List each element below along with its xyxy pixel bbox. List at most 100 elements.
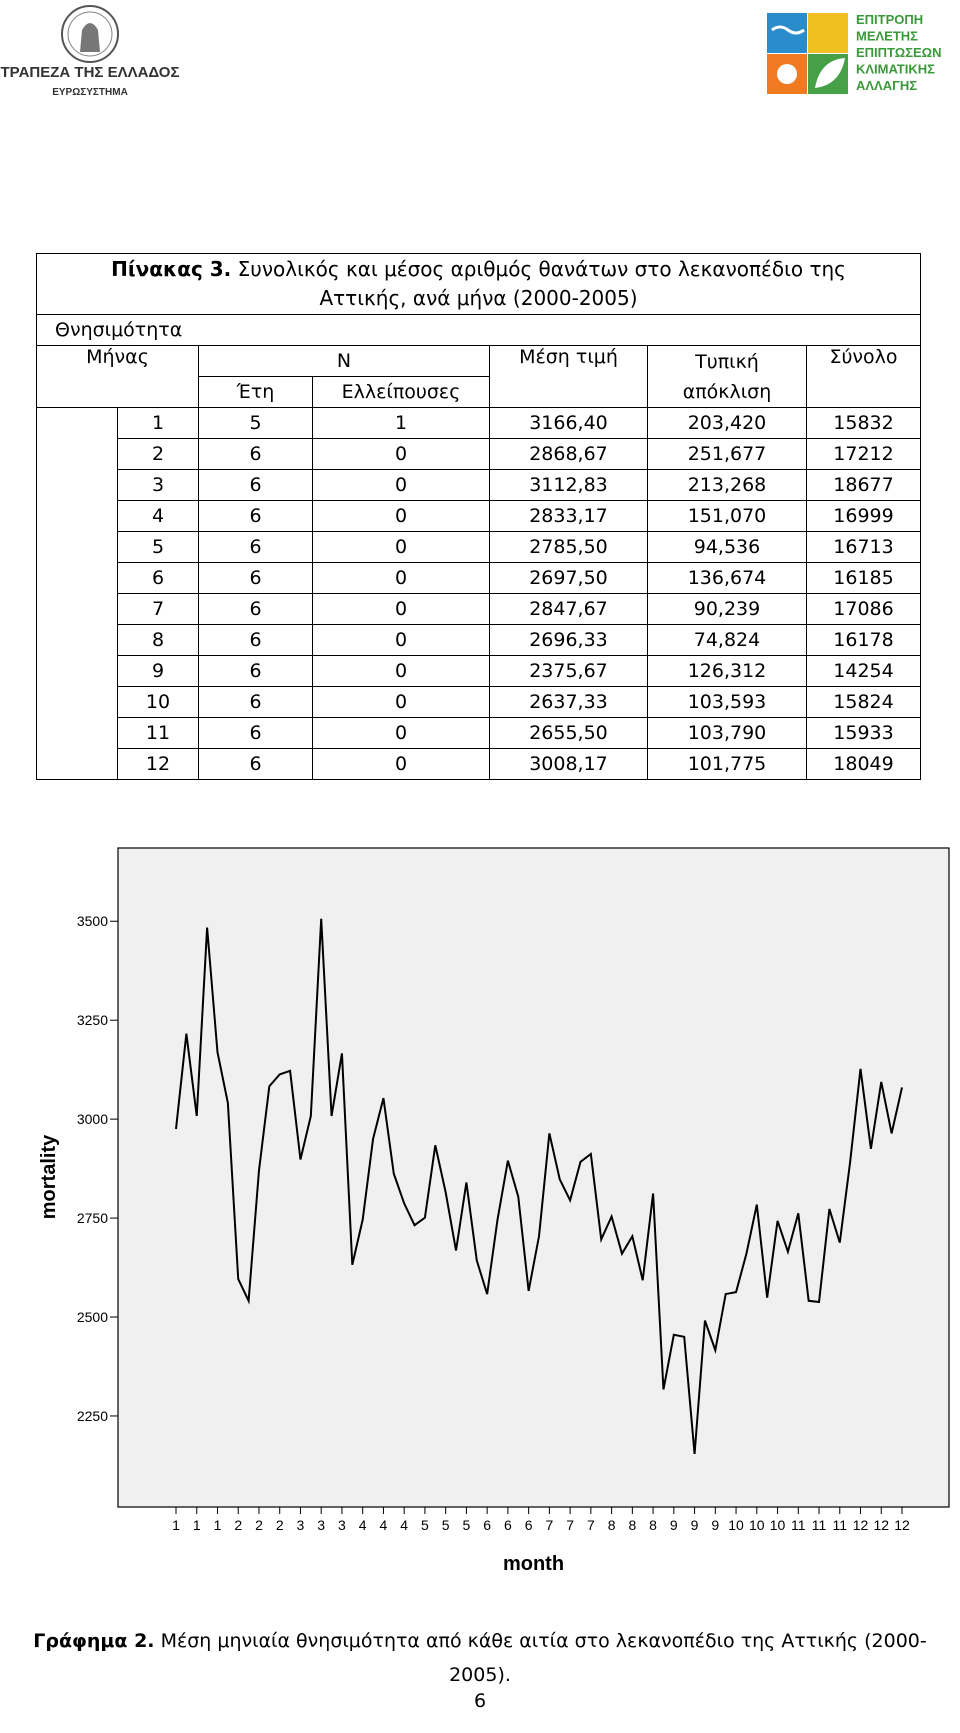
- table-cell: 0: [312, 500, 490, 532]
- y-tick-label: 3250: [77, 1012, 108, 1028]
- header-cell: N: [198, 345, 490, 377]
- x-tick-label: 5: [463, 1517, 471, 1533]
- table-cell: 136,674: [647, 562, 807, 594]
- x-tick-label: 12: [894, 1517, 910, 1533]
- header-cell: Τυπική απόκλιση: [647, 345, 807, 408]
- table-row: 11 6 0 2655,50 103,790 15933: [37, 717, 921, 749]
- table-cell: 12: [117, 748, 199, 780]
- x-tick-label: 7: [545, 1517, 553, 1533]
- table-cell: 17086: [806, 593, 921, 625]
- table-cell: 15832: [806, 407, 921, 439]
- table-cell: 0: [312, 531, 490, 563]
- table-row: 10 6 0 2637,33 103,593 15824: [37, 686, 921, 718]
- page-number: 6: [473, 1690, 487, 1712]
- committee-name-line: ΕΠΙΠΤΩΣΕΩΝ: [856, 45, 941, 60]
- x-tick-label: 12: [873, 1517, 889, 1533]
- table-row: Μήνας N Μέση τιμή Τυπική απόκλιση Σύνολο: [36, 345, 921, 408]
- caption-label: Γράφημα 2.: [33, 1630, 155, 1652]
- table-cell: 16999: [806, 500, 921, 532]
- table-cell: 0: [312, 562, 490, 594]
- x-tick-label: 9: [670, 1517, 678, 1533]
- table-cell: 94,536: [647, 531, 807, 563]
- table-cell: 11: [117, 717, 199, 749]
- x-tick-label: 6: [483, 1517, 491, 1533]
- table-cell: 15933: [806, 717, 921, 749]
- committee-name-line: ΕΠΙΤΡΟΠΗ: [856, 12, 923, 27]
- table-cell: 10: [117, 686, 199, 718]
- table-cell: 0: [312, 438, 490, 470]
- table-row: 3 6 0 3112,83 213,268 18677: [37, 469, 921, 501]
- table-cell: 1: [312, 407, 490, 439]
- table-title-label: Πίνακας 3.: [111, 257, 232, 281]
- table-title: Πίνακας 3. Συνολικός και μέσος αριθμός θ…: [36, 253, 921, 315]
- x-tick-label: 5: [442, 1517, 450, 1533]
- caption-text: Μέση μηνιαία θνησιμότητα από κάθε αιτία …: [160, 1630, 927, 1686]
- table-cell: 1: [117, 407, 199, 439]
- table-cell: 18677: [806, 469, 921, 501]
- table-cell: 103,790: [647, 717, 807, 749]
- table-cell: 2868,67: [489, 438, 648, 470]
- table-row: 2 6 0 2868,67 251,677 17212: [37, 438, 921, 470]
- x-tick-label: 12: [853, 1517, 869, 1533]
- x-tick-label: 8: [608, 1517, 616, 1533]
- y-tick-label: 3000: [77, 1111, 108, 1127]
- table-cell: 3008,17: [489, 748, 648, 780]
- table-cell: 90,239: [647, 593, 807, 625]
- x-tick-label: 6: [504, 1517, 512, 1533]
- table-cell: 16713: [806, 531, 921, 563]
- table-cell: 6: [198, 469, 313, 501]
- table-cell: 16185: [806, 562, 921, 594]
- y-tick-label: 2500: [77, 1309, 108, 1325]
- table-cell: 3: [117, 469, 199, 501]
- table-cell: 2785,50: [489, 531, 648, 563]
- x-tick-label: 7: [587, 1517, 595, 1533]
- x-tick-label: 9: [711, 1517, 719, 1533]
- table-cell: 2: [117, 438, 199, 470]
- table-cell: 0: [312, 624, 490, 656]
- table-cell: 6: [198, 593, 313, 625]
- table-cell: 7: [117, 593, 199, 625]
- group-header: Θνησιμότητα: [36, 314, 921, 346]
- table-cell: 0: [312, 686, 490, 718]
- table-cell: 16178: [806, 624, 921, 656]
- table-cell: 6: [198, 624, 313, 656]
- table-cell: 2375,67: [489, 655, 648, 687]
- table-cell: 101,775: [647, 748, 807, 780]
- table-row: Έτη Ελλείπουσες: [37, 376, 921, 408]
- table-cell: 2696,33: [489, 624, 648, 656]
- table-cell: 6: [198, 655, 313, 687]
- table-row: 9 6 0 2375,67 126,312 14254: [37, 655, 921, 687]
- x-tick-label: 2: [255, 1517, 263, 1533]
- table-title-text: Συνολικός και μέσος αριθμός θανάτων στο …: [237, 257, 846, 310]
- table-row: 1 5 1 3166,40 203,420 15832: [36, 407, 921, 780]
- table-cell: 0: [312, 469, 490, 501]
- header-cell: Σύνολο: [806, 345, 921, 408]
- x-tick-label: 11: [832, 1517, 847, 1533]
- x-tick-label: 3: [338, 1517, 346, 1533]
- table-cell: 5: [117, 531, 199, 563]
- x-tick-label: 10: [749, 1517, 765, 1533]
- table-cell: 6: [198, 562, 313, 594]
- x-tick-label: 4: [400, 1517, 408, 1533]
- table-cell: 0: [312, 748, 490, 780]
- table-row: 4 6 0 2833,17 151,070 16999: [37, 500, 921, 532]
- table-cell: 6: [198, 438, 313, 470]
- y-tick-label: 2250: [77, 1408, 108, 1424]
- table-cell: 18049: [806, 748, 921, 780]
- table-cell: 213,268: [647, 469, 807, 501]
- x-axis-label: month: [503, 1553, 564, 1575]
- table-row: 6 6 0 2697,50 136,674 16185: [37, 562, 921, 594]
- table-row: 12 6 0 3008,17 101,775 18049: [37, 748, 921, 780]
- caption: Γράφημα 2. Μέση μηνιαία θνησιμότητα από …: [10, 1624, 950, 1692]
- table-cell: 6: [198, 686, 313, 718]
- table-cell: 3166,40: [489, 407, 648, 439]
- table-cell: 15824: [806, 686, 921, 718]
- table-cell: 9: [117, 655, 199, 687]
- table-cell: 126,312: [647, 655, 807, 687]
- table-cell: 4: [117, 500, 199, 532]
- committee-name-line: ΚΛΙΜΑΤΙΚΗΣ: [856, 62, 935, 77]
- table-row: 5 6 0 2785,50 94,536 16713: [37, 531, 921, 563]
- x-tick-label: 5: [421, 1517, 429, 1533]
- table-row: Θνησιμότητα: [36, 314, 921, 346]
